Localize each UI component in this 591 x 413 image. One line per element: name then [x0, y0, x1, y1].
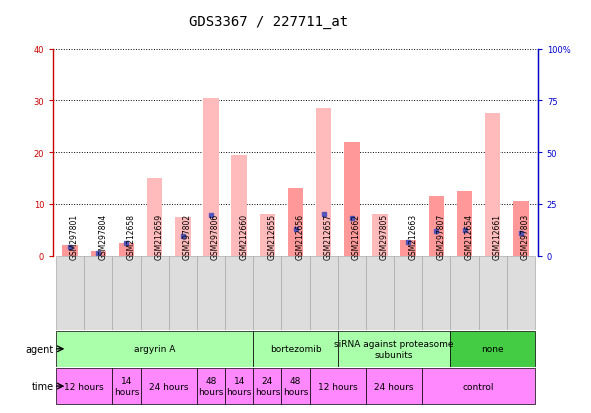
Text: 14
hours: 14 hours — [226, 377, 252, 396]
FancyBboxPatch shape — [394, 256, 423, 330]
Text: 48
hours: 48 hours — [283, 377, 308, 396]
Text: GSM212658: GSM212658 — [126, 214, 135, 260]
FancyBboxPatch shape — [423, 368, 535, 404]
FancyBboxPatch shape — [56, 256, 84, 330]
FancyBboxPatch shape — [56, 368, 112, 404]
Bar — [513, 202, 529, 256]
Text: GDS3367 / 227711_at: GDS3367 / 227711_at — [189, 15, 348, 29]
FancyBboxPatch shape — [112, 368, 141, 404]
FancyBboxPatch shape — [225, 368, 253, 404]
FancyBboxPatch shape — [281, 368, 310, 404]
FancyBboxPatch shape — [366, 256, 394, 330]
FancyBboxPatch shape — [423, 256, 450, 330]
Text: GSM212660: GSM212660 — [239, 214, 248, 260]
FancyBboxPatch shape — [479, 256, 507, 330]
FancyBboxPatch shape — [366, 368, 423, 404]
Text: siRNA against proteasome
subunits: siRNA against proteasome subunits — [335, 339, 454, 358]
Text: GSM297807: GSM297807 — [436, 214, 446, 260]
Bar — [372, 215, 388, 256]
Bar — [428, 197, 444, 256]
Text: 48
hours: 48 hours — [199, 377, 223, 396]
Text: GSM212654: GSM212654 — [465, 214, 473, 260]
Text: control: control — [463, 382, 495, 391]
Bar — [485, 114, 501, 256]
FancyBboxPatch shape — [338, 331, 450, 367]
Text: GSM212657: GSM212657 — [324, 214, 333, 260]
FancyBboxPatch shape — [84, 256, 112, 330]
Text: none: none — [482, 344, 504, 354]
Text: GSM297801: GSM297801 — [70, 214, 79, 260]
Bar — [232, 155, 247, 256]
FancyBboxPatch shape — [225, 256, 253, 330]
Bar — [259, 215, 275, 256]
FancyBboxPatch shape — [310, 368, 366, 404]
Text: GSM212661: GSM212661 — [493, 214, 502, 260]
Bar — [457, 192, 472, 256]
FancyBboxPatch shape — [253, 256, 281, 330]
Text: bortezomib: bortezomib — [269, 344, 322, 354]
Bar — [147, 178, 163, 256]
FancyBboxPatch shape — [253, 331, 338, 367]
FancyBboxPatch shape — [310, 256, 338, 330]
FancyBboxPatch shape — [507, 256, 535, 330]
Text: 12 hours: 12 hours — [318, 382, 358, 391]
Text: GSM212656: GSM212656 — [296, 214, 304, 260]
Text: GSM297806: GSM297806 — [211, 214, 220, 260]
FancyBboxPatch shape — [168, 256, 197, 330]
Text: GSM297803: GSM297803 — [521, 214, 530, 260]
FancyBboxPatch shape — [197, 368, 225, 404]
Bar — [203, 99, 219, 256]
FancyBboxPatch shape — [56, 331, 253, 367]
Bar — [344, 142, 359, 256]
Bar — [288, 189, 303, 256]
Text: GSM297805: GSM297805 — [380, 214, 389, 260]
Text: 24 hours: 24 hours — [374, 382, 414, 391]
FancyBboxPatch shape — [450, 256, 479, 330]
FancyBboxPatch shape — [141, 256, 168, 330]
FancyBboxPatch shape — [112, 256, 141, 330]
Text: 12 hours: 12 hours — [64, 382, 104, 391]
Bar — [316, 109, 332, 256]
Bar — [62, 246, 78, 256]
FancyBboxPatch shape — [253, 368, 281, 404]
Text: 24 hours: 24 hours — [149, 382, 189, 391]
Text: time: time — [32, 381, 54, 391]
Text: GSM297804: GSM297804 — [98, 214, 108, 260]
FancyBboxPatch shape — [450, 331, 535, 367]
FancyBboxPatch shape — [281, 256, 310, 330]
Text: 14
hours: 14 hours — [113, 377, 139, 396]
Bar — [90, 251, 106, 256]
FancyBboxPatch shape — [338, 256, 366, 330]
Text: GSM297802: GSM297802 — [183, 214, 192, 260]
Bar — [401, 240, 416, 256]
FancyBboxPatch shape — [141, 368, 197, 404]
Text: GSM212662: GSM212662 — [352, 214, 361, 260]
Bar — [119, 243, 134, 256]
FancyBboxPatch shape — [197, 256, 225, 330]
Text: GSM212659: GSM212659 — [155, 214, 164, 260]
Text: GSM212663: GSM212663 — [408, 214, 417, 260]
Text: agent: agent — [25, 344, 54, 354]
Text: GSM212655: GSM212655 — [267, 214, 277, 260]
Bar — [175, 217, 190, 256]
Text: 24
hours: 24 hours — [255, 377, 280, 396]
Text: argyrin A: argyrin A — [134, 344, 176, 354]
